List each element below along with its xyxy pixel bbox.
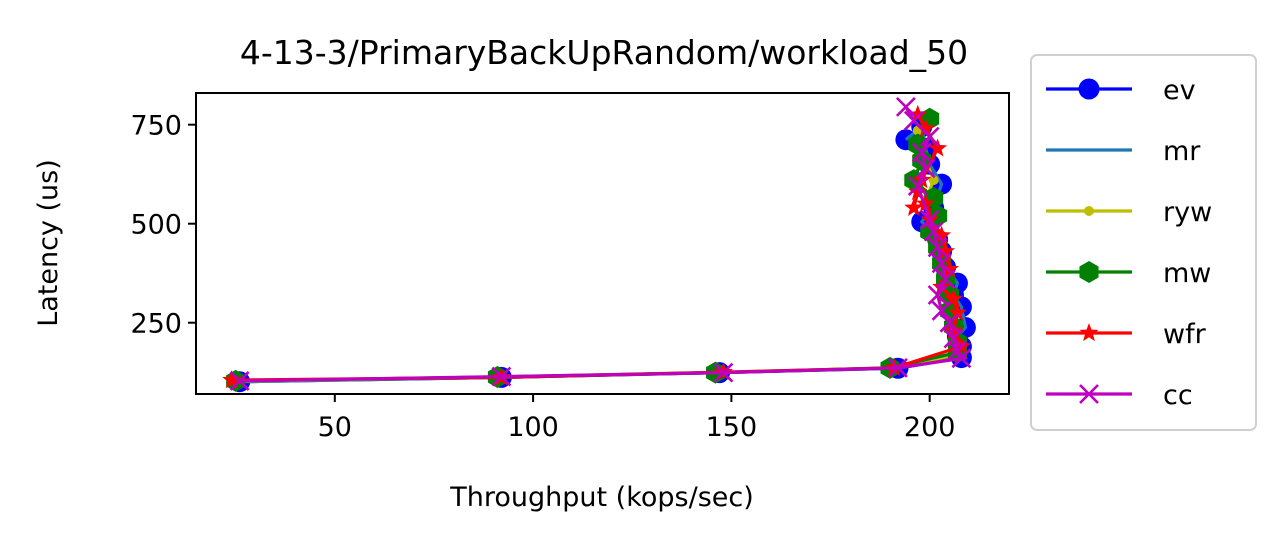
data-point-cc <box>895 96 916 117</box>
x-tick-label: 50 <box>318 412 352 443</box>
data-point-cc <box>931 253 952 274</box>
series-line-mr <box>239 125 967 384</box>
data-point-wfr <box>940 259 960 278</box>
series-line-wfr <box>231 113 964 382</box>
data-point-wfr <box>928 138 948 157</box>
data-point-cc <box>943 328 964 349</box>
x-axis-ticks: 50 100 150 200 <box>318 394 956 443</box>
legend-label: cc <box>1163 380 1193 411</box>
series-cc <box>229 96 972 391</box>
legend-item-ev: ev <box>1046 75 1196 106</box>
series-line-mw <box>235 118 960 383</box>
data-point-cc <box>935 269 956 290</box>
data-point-wfr <box>943 320 963 339</box>
data-point-cc <box>911 142 932 163</box>
data-point-wfr <box>936 241 956 260</box>
legend-marker <box>1079 384 1099 404</box>
y-tick-label: 250 <box>130 309 182 340</box>
data-point-wfr <box>908 182 928 201</box>
data-point-wfr <box>947 302 967 321</box>
legend-item-mr: mr <box>1046 136 1201 167</box>
legend-item-ryw: ryw <box>1046 197 1212 228</box>
series-ryw <box>230 125 963 387</box>
data-point-wfr <box>916 193 936 212</box>
data-point-cc <box>907 176 928 196</box>
x-tick-label: 100 <box>507 412 559 443</box>
y-tick-label: 750 <box>130 111 182 142</box>
chart-title: 4-13-3/PrimaryBackUpRandom/workload_50 <box>240 33 968 72</box>
data-point-cc <box>939 312 960 333</box>
data-point-cc <box>903 110 924 131</box>
plot-area <box>195 92 1010 395</box>
data-point-wfr <box>943 288 963 308</box>
legend-label: ryw <box>1163 197 1212 228</box>
data-point-cc <box>923 221 944 242</box>
data-point-cc <box>919 209 940 230</box>
legend-marker <box>1078 78 1100 100</box>
data-point-cc <box>915 158 936 179</box>
x-tick-label: 150 <box>706 412 758 443</box>
series-line-cc <box>239 106 964 383</box>
data-point-cc <box>229 371 250 391</box>
legend: ev mr ryw mw wfr cc <box>1030 54 1257 431</box>
y-axis-label: Latency (us) <box>33 159 64 327</box>
legend-item-wfr: wfr <box>1046 319 1207 350</box>
data-point-cc <box>947 340 968 361</box>
legend-label: mw <box>1163 258 1211 289</box>
data-point-wfr <box>222 370 242 389</box>
data-point-cc <box>927 285 948 305</box>
data-point-cc <box>491 366 512 387</box>
data-point-cc <box>927 237 948 258</box>
series-mw <box>226 107 967 392</box>
data-point-cc <box>931 300 952 321</box>
legend-label: wfr <box>1163 319 1207 350</box>
plot-frame <box>195 92 1010 395</box>
series-line-ryw <box>235 130 960 383</box>
x-axis-label: Throughput (kops/sec) <box>449 482 754 513</box>
series-wfr <box>222 104 971 389</box>
legend-marker <box>1084 206 1094 216</box>
data-point-cc <box>713 362 734 383</box>
legend-item-cc: cc <box>1046 380 1193 411</box>
legend-marker <box>1079 323 1099 342</box>
y-tick-label: 500 <box>130 210 182 241</box>
data-point-wfr <box>908 104 928 123</box>
legend-label: ev <box>1163 75 1196 106</box>
series-layer <box>222 96 976 393</box>
data-point-cc <box>888 357 908 378</box>
data-point-wfr <box>932 225 952 244</box>
legend-marker <box>1079 261 1099 283</box>
x-tick-label: 200 <box>904 412 956 443</box>
legend-label: mr <box>1163 136 1201 167</box>
data-point-wfr <box>904 197 924 216</box>
series-line-ev <box>239 125 967 384</box>
data-point-ryw <box>928 175 939 186</box>
data-point-cc <box>919 126 940 147</box>
data-point-wfr <box>916 118 936 137</box>
series-ev <box>229 116 976 393</box>
series-mr <box>239 125 967 384</box>
y-axis-ticks: 250 500 750 <box>130 111 196 340</box>
legend-item-mw: mw <box>1046 258 1211 289</box>
legend-frame <box>1030 54 1257 431</box>
